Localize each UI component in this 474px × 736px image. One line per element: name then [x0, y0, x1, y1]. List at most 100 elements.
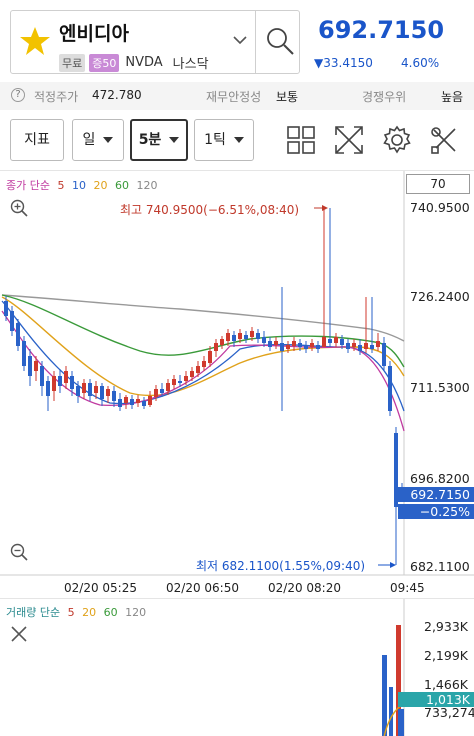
candle-body [244, 335, 248, 339]
stock-name: 엔비디아 [59, 23, 129, 45]
help-icon[interactable]: ? [11, 88, 25, 102]
ma-10-line [1, 300, 405, 412]
candle-body [28, 356, 32, 376]
price-tick-5: 682.1100 [410, 559, 470, 574]
market-name: 나스닥 [172, 57, 209, 72]
candle-body [304, 345, 308, 349]
low-marker-arrow [390, 562, 396, 568]
favorite-star-icon[interactable] [19, 25, 51, 57]
volume-bar [389, 687, 393, 736]
candle-body [334, 337, 338, 343]
candle-body [40, 366, 44, 386]
volume-chart[interactable] [0, 599, 474, 736]
candle-body [322, 337, 326, 347]
volume-tick-1: 2,933K [424, 619, 468, 634]
close-icon[interactable] [10, 625, 28, 643]
ma-10-label: 10 [71, 179, 86, 192]
low-price-label: 최저 682.1100(1.55%,09:40) [196, 559, 366, 573]
time-label-3: 02/20 08:20 [268, 581, 341, 595]
candle-body [64, 371, 68, 383]
candle-body [202, 361, 206, 367]
candle-body [190, 371, 194, 377]
competition-value: 높음 [441, 90, 464, 104]
candle-body [154, 389, 158, 397]
candle-body [298, 343, 302, 347]
candle-body [136, 399, 140, 403]
volume-panel[interactable]: 거래량 단순 5 20 60 120 2,933K 2,199K 1,466K … [0, 598, 474, 736]
price-chart-panel[interactable]: 종가 단순 5 10 20 60 120 70 최고 740.9500(−6.5… [0, 170, 474, 596]
fullscreen-icon[interactable] [332, 124, 366, 156]
candle-body [184, 376, 188, 381]
candle-body [52, 376, 56, 391]
candle-body [88, 383, 92, 396]
period-day-button[interactable]: 일 [72, 119, 124, 161]
ma-60-line [1, 294, 405, 368]
candle-body [22, 341, 26, 366]
high-price-label: 최고 740.9500(−6.51%,08:40) [120, 203, 300, 217]
candle-body [382, 343, 386, 366]
candle-body [250, 331, 254, 337]
candle-body [100, 386, 104, 399]
level-input-box[interactable]: 70 [406, 174, 470, 194]
current-rate-tag: −0.25% [398, 504, 474, 519]
candle-body [346, 343, 350, 349]
stock-selector[interactable]: 엔비디아 무료 증50 NVDA 나스닥 [10, 10, 300, 74]
indicator-button[interactable]: 지표 [10, 119, 64, 161]
candle-body [160, 389, 164, 393]
grid-layout-icon[interactable] [284, 124, 318, 156]
candle-body [220, 339, 224, 345]
vol-ma-5-label: 5 [67, 606, 75, 619]
candle-body [130, 399, 134, 405]
vol-ma-20-label: 20 [82, 606, 97, 619]
search-icon[interactable] [264, 25, 296, 57]
dropdown-arrow-icon [233, 137, 244, 143]
ma-5-label: 5 [57, 179, 65, 192]
period-tick-button[interactable]: 1틱 [194, 119, 254, 161]
dropdown-arrow-icon [103, 137, 114, 143]
candle-body [370, 345, 374, 349]
volume-legend-title: 거래량 단순 [6, 606, 61, 619]
candlestick-chart[interactable] [0, 171, 474, 597]
volume-bar [396, 625, 401, 736]
ma-120-line [1, 294, 405, 342]
interval-label: 5분 [138, 132, 162, 148]
candle-body [340, 339, 344, 345]
candle-body [328, 339, 332, 343]
ma-legend: 종가 단순 5 10 20 60 120 [6, 177, 161, 193]
zoom-out-icon[interactable] [10, 543, 28, 561]
high-marker-arrow [322, 205, 328, 211]
candle-body [196, 366, 200, 373]
candle-body [58, 376, 62, 386]
tools-icon[interactable] [428, 124, 462, 156]
candle-body [106, 389, 110, 396]
zoom-in-icon[interactable] [10, 199, 28, 217]
candle-body [268, 341, 272, 347]
candle-body [262, 337, 266, 343]
candle-body [274, 341, 278, 345]
margin-badge: 증50 [89, 53, 120, 72]
chevron-down-icon[interactable] [233, 35, 247, 45]
candle-body [70, 376, 74, 389]
time-label-2: 02/20 06:50 [166, 581, 239, 595]
candle-body [76, 386, 80, 396]
period-5min-button[interactable]: 5분 [130, 119, 188, 161]
candle-body [238, 333, 242, 339]
candle-body [112, 391, 116, 401]
settings-gear-icon[interactable] [380, 124, 414, 156]
price-tick-2: 726.2400 [410, 289, 470, 304]
competition-label: 경쟁우위 [362, 90, 407, 104]
candle-body [358, 345, 362, 351]
ticker-symbol: NVDA [125, 55, 163, 70]
ma-5-line [1, 310, 405, 432]
volume-bar [382, 655, 387, 736]
price-tick-4: 696.8200 [410, 471, 470, 486]
candle-body [46, 381, 50, 396]
free-badge: 무료 [59, 53, 86, 72]
time-label-4: 09:45 [390, 581, 425, 595]
candle-body [232, 335, 236, 341]
vol-ma-120-label: 120 [125, 606, 147, 619]
volume-tick-4: 733,274 [424, 705, 474, 720]
candle-body [118, 399, 122, 407]
divider [255, 11, 256, 73]
dropdown-arrow-icon [169, 137, 180, 143]
